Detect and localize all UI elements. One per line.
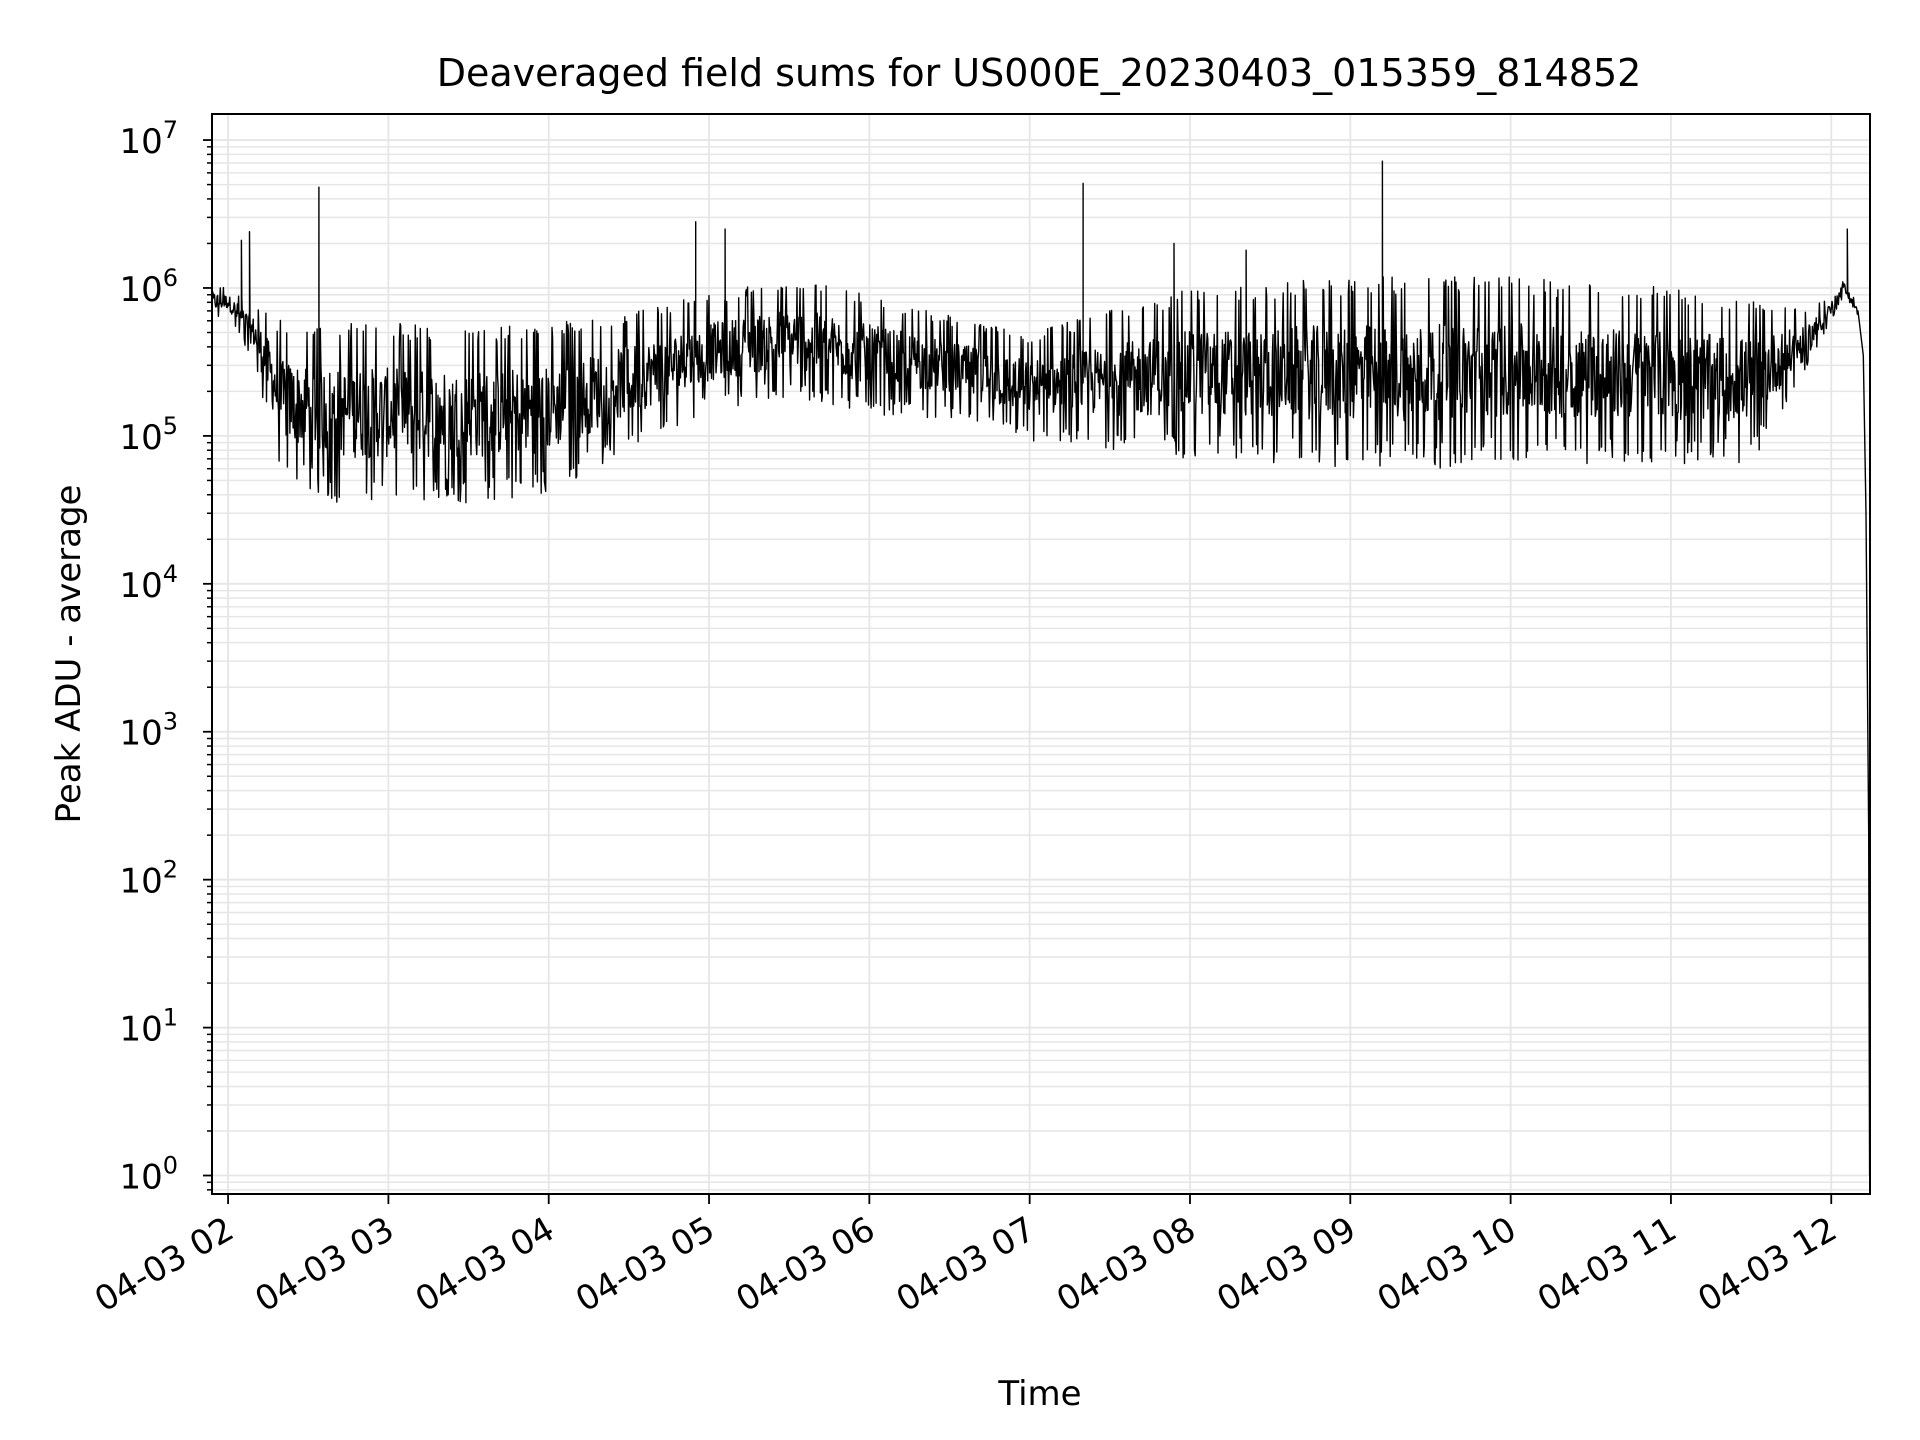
y-axis: 100 101 102 103 104 105 106 107 (119, 116, 212, 1198)
y-axis-label: Peak ADU - average (49, 485, 89, 824)
y-tick-label: 103 (119, 708, 178, 754)
y-tick-label: 104 (119, 560, 178, 606)
x-axis-label: Time (997, 1374, 1081, 1414)
chart-title: Deaveraged field sums for US000E_2023040… (437, 51, 1642, 95)
y-tick-label: 105 (119, 412, 178, 458)
grid (212, 114, 1870, 1194)
y-tick-label: 107 (119, 116, 178, 162)
y-tick-label: 106 (119, 264, 178, 310)
y-tick-label: 102 (119, 856, 178, 902)
series-layer (211, 160, 1871, 1177)
y-tick-label: 100 (119, 1152, 178, 1198)
y-tick-label: 101 (119, 1004, 178, 1050)
series-line (211, 160, 1871, 1177)
plot-frame (211, 113, 1871, 1195)
